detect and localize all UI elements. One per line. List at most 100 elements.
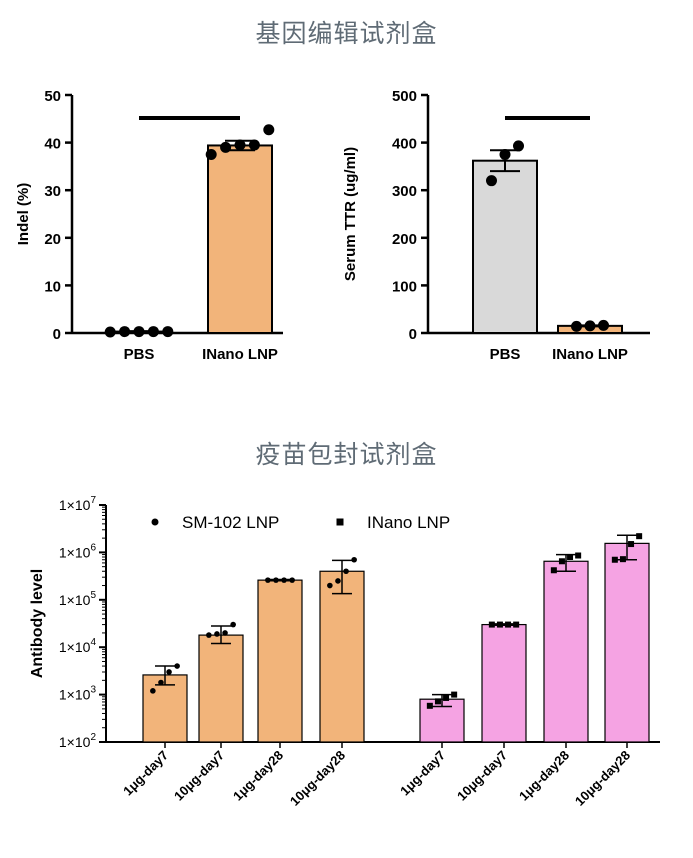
y-tick-label: 500 [392, 88, 417, 105]
data-point-square [636, 533, 643, 540]
y-tick-label: 1×107 [59, 495, 97, 513]
bar-0 [472, 159, 538, 334]
data-point-circle [343, 568, 349, 575]
y-tick-base: 1×10 [59, 544, 91, 560]
data-point-circle [281, 577, 287, 583]
data-point-square [611, 556, 618, 563]
data-point-square [505, 621, 512, 628]
data-point-circle [214, 631, 220, 637]
data-point-square [496, 621, 503, 628]
data-point-circle [206, 632, 212, 638]
y-tick-base: 1×10 [59, 734, 91, 750]
data-point [263, 124, 275, 136]
data-point-square [567, 553, 574, 560]
data-point [104, 326, 116, 338]
data-point-square [550, 567, 557, 574]
y-tick-label: 100 [392, 278, 417, 295]
x-tick-label: PBS [490, 346, 521, 363]
y-tick-label: 300 [392, 183, 417, 200]
data-point [499, 149, 511, 160]
legend-marker-circle [151, 518, 159, 526]
data-point-square [513, 621, 520, 628]
y-tick-label: 1×102 [59, 732, 97, 750]
legend-marker-square [336, 518, 344, 526]
data-point-square [443, 694, 450, 701]
data-point-square [451, 691, 458, 698]
data-point-circle [273, 577, 279, 583]
y-tick-exponent: 3 [90, 685, 96, 696]
bar [481, 623, 527, 743]
y-tick-label: 50 [44, 88, 61, 105]
data-point [133, 326, 145, 338]
x-tick-label: 10μg-day28 [287, 748, 348, 809]
y-tick-label: 400 [392, 136, 417, 153]
x-tick-label: 10μg-day7 [454, 748, 510, 804]
data-point-square [426, 702, 433, 709]
data-point [162, 326, 174, 338]
data-point [571, 320, 582, 332]
data-point-circle [230, 621, 236, 628]
y-tick-label: 1×103 [59, 685, 97, 703]
x-tick-label: INano LNP [202, 346, 278, 363]
y-axis-label: Indel (%) [15, 183, 32, 246]
bar [319, 570, 365, 743]
data-point-square [558, 558, 565, 565]
data-point [584, 320, 596, 332]
data-point-square [619, 556, 626, 563]
x-tick-label: PBS [124, 346, 155, 363]
data-point [513, 140, 524, 152]
legend-label: INano LNP [367, 513, 450, 532]
y-tick-exponent: 7 [90, 495, 96, 506]
data-point-square [628, 541, 635, 548]
data-point [205, 149, 217, 160]
data-point-square [434, 698, 441, 705]
y-tick-base: 1×10 [59, 497, 91, 513]
y-tick-label: 0 [53, 326, 61, 343]
data-point [486, 175, 497, 187]
y-tick-base: 1×10 [59, 687, 91, 703]
x-tick-label: 1μg-day28 [516, 748, 572, 804]
data-point [248, 139, 260, 151]
data-point-circle [335, 578, 341, 584]
y-tick-label: 40 [44, 136, 61, 153]
y-tick-base: 1×10 [59, 592, 91, 608]
legend-label: SM-102 LNP [182, 513, 279, 532]
data-point-square [575, 552, 582, 559]
bar [543, 560, 589, 743]
y-tick-exponent: 5 [90, 590, 96, 601]
data-point-circle [265, 577, 271, 583]
vaccine-title: 疫苗包封试剂盒 [255, 440, 438, 469]
data-point [598, 319, 609, 331]
y-tick-exponent: 6 [90, 542, 96, 553]
y-tick-exponent: 2 [90, 732, 96, 743]
y-axis-label: Serum TTR (ug/ml) [342, 147, 359, 281]
y-tick-label: 1×106 [59, 542, 97, 560]
y-tick-base: 1×10 [59, 639, 91, 655]
data-point-circle [166, 669, 172, 675]
y-tick-label: 0 [409, 326, 417, 343]
y-tick-label: 1×104 [59, 637, 97, 655]
y-tick-label: 200 [392, 231, 417, 248]
y-tick-label: 20 [44, 231, 61, 248]
y-tick-label: 10 [44, 278, 61, 295]
data-point [220, 141, 232, 153]
y-tick-exponent: 4 [90, 637, 96, 648]
data-point [147, 326, 159, 338]
gene-editing-title: 基因编辑试剂盒 [255, 19, 438, 48]
bar [198, 634, 244, 743]
data-point-square [488, 621, 495, 628]
x-tick-label: INano LNP [552, 346, 628, 363]
data-point-circle [150, 688, 156, 694]
data-point-circle [327, 582, 333, 589]
x-tick-label: 1μg-day7 [120, 748, 171, 799]
data-point [119, 326, 131, 338]
bar [142, 674, 188, 743]
x-tick-label: 1μg-day28 [230, 748, 286, 804]
bar [257, 579, 303, 743]
y-axis-label: Antibody level [29, 569, 46, 678]
bar-1 [207, 144, 273, 334]
y-tick-label: 1×105 [59, 590, 97, 608]
data-point-circle [289, 577, 295, 583]
